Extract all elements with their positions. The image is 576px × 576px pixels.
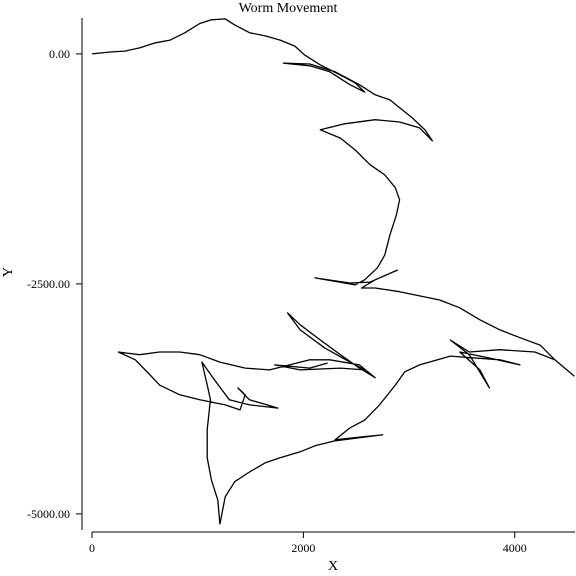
y-tick-label: 0.00 xyxy=(49,47,70,61)
y-tick-label: -5000.00 xyxy=(27,507,70,521)
y-tick-label: -2500.00 xyxy=(27,277,70,291)
chart-title: Worm Movement xyxy=(239,1,338,16)
x-tick-label: 0 xyxy=(89,541,95,555)
x-axis-label: X xyxy=(328,559,338,574)
x-tick-label: 2000 xyxy=(291,541,315,555)
y-axis-label: Y xyxy=(1,267,16,277)
trajectory-line xyxy=(91,18,575,525)
x-tick-label: 4000 xyxy=(503,541,527,555)
